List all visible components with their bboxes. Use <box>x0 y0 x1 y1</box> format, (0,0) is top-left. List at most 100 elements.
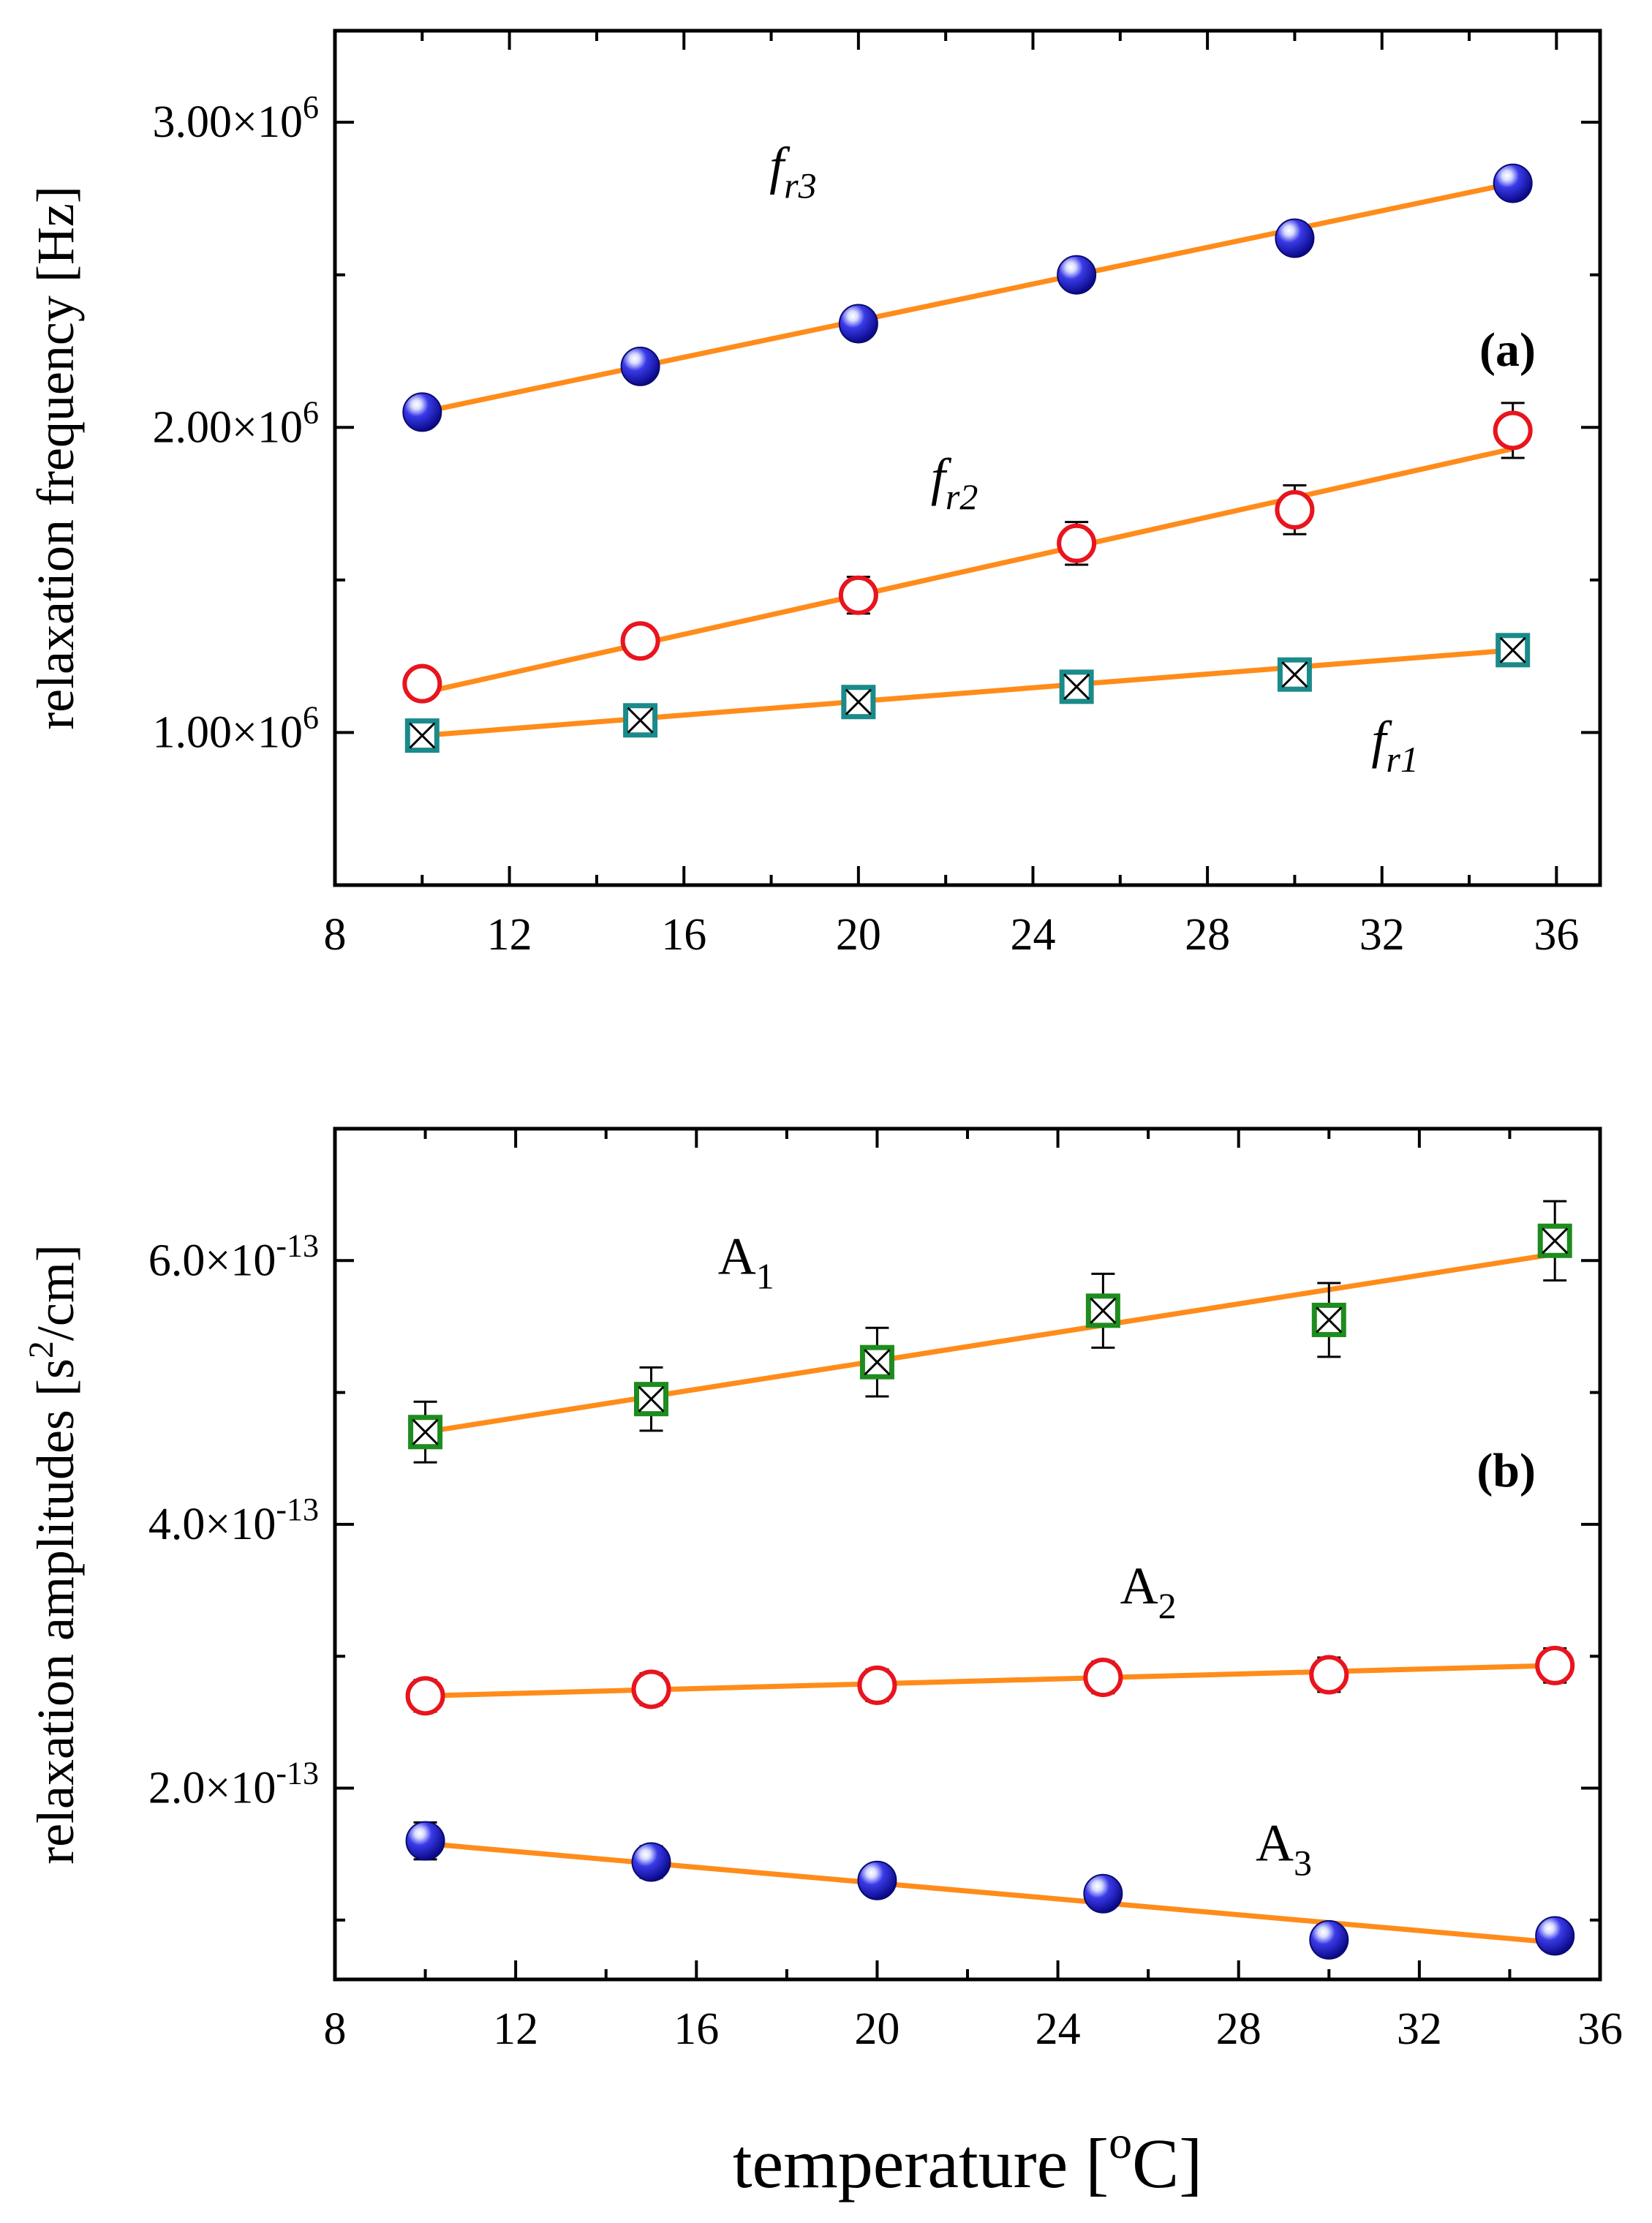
y-tick-times: × <box>232 402 257 452</box>
y-tick-times: × <box>232 707 257 757</box>
panel-b-x-axis-label-text: temperature [ <box>733 2124 1109 2203</box>
y-tick-base: 10 <box>257 402 303 452</box>
series-A3-point <box>1309 1919 1349 1960</box>
series-fr3-point <box>1493 163 1533 203</box>
y-tick-exp: 6 <box>303 394 319 430</box>
panel-b-x-tick-label: 28 <box>1216 2004 1261 2054</box>
series-A2-point <box>405 1676 445 1716</box>
panel-a-x-tick-label: 24 <box>1010 910 1055 960</box>
panel-b-x-tick-label: 12 <box>493 2004 538 2054</box>
series-label-sub: 1 <box>756 1255 774 1296</box>
marker-cross-2 <box>1542 1227 1569 1255</box>
panel-b-y-tick-label: 6.0×10-13 <box>148 1227 319 1285</box>
series-A3-point <box>631 1842 671 1882</box>
panel-b-x-tick-label: 16 <box>674 2004 719 2054</box>
panel-b-y-tick-label: 2.0×10-13 <box>148 1756 319 1813</box>
marker-cross-2 <box>1090 1297 1117 1324</box>
series-A1-fit-line <box>425 1251 1555 1435</box>
y-tick-base: 10 <box>230 1235 276 1285</box>
series-A3-point <box>1535 1916 1575 1956</box>
panel-a-label: (a) <box>1479 323 1536 377</box>
series-A2-fit-line <box>425 1663 1555 1699</box>
series-label-sub: 2 <box>1158 1585 1177 1626</box>
panel-b-label: (b) <box>1476 1444 1536 1497</box>
marker-cross-2 <box>1316 1306 1343 1334</box>
panel-a-frame <box>333 29 1602 887</box>
series-label-sub: r3 <box>784 165 816 206</box>
series-fr1-point <box>623 703 658 738</box>
series-A1-point <box>1085 1293 1120 1328</box>
panel-a-x-tick-label: 32 <box>1359 910 1405 960</box>
marker-cross-2 <box>864 1349 891 1376</box>
series-label-sub: r2 <box>946 476 978 517</box>
panel-a-axes-layer: 8 12 16 20 24 28 32 361.00×1062.00×1063.00×106f… <box>153 31 1600 960</box>
series-fr3-label: fr3 <box>769 137 816 206</box>
series-fr2-point <box>1057 523 1097 563</box>
series-A2-point <box>857 1665 897 1705</box>
series-fr1-label: fr1 <box>1371 710 1418 780</box>
series-A1-point <box>408 1415 443 1450</box>
marker-cross-2 <box>1499 636 1526 663</box>
series-label-sub: r1 <box>1386 739 1418 780</box>
y-tick-base: 10 <box>230 1500 276 1549</box>
y-tick-exp: -13 <box>276 1756 319 1791</box>
marker-cross-2 <box>1063 673 1090 700</box>
series-A2-point <box>1083 1658 1123 1698</box>
marker-cross-2 <box>412 1418 439 1445</box>
panel-a-x-tick-label: 16 <box>661 910 706 960</box>
marker-cross-2 <box>627 707 654 734</box>
series-A1-point <box>1537 1223 1572 1258</box>
series-fr1-point <box>1059 669 1094 704</box>
marker-cross-2 <box>409 722 436 749</box>
series-A2-point <box>1309 1655 1349 1695</box>
panel-b-y-axis-label-sup: 2 <box>22 1341 61 1358</box>
series-fr2-point <box>838 575 878 615</box>
series-fr1-point <box>1496 633 1531 668</box>
panel-b-x-tick-label: 24 <box>1036 2004 1081 2054</box>
series-fr3-point <box>838 304 878 344</box>
series-fr2-fit-line <box>421 446 1514 696</box>
panel-b-x-tick-label: 20 <box>854 2004 899 2054</box>
series-fr3-point <box>402 392 442 432</box>
panel-b-y-axis-label-text: relaxation amplitudes [s <box>26 1358 85 1865</box>
y-tick-exp: 6 <box>303 89 319 125</box>
y-tick-exp: -13 <box>276 1492 319 1527</box>
series-A3-point <box>857 1860 897 1900</box>
y-tick-mantissa: 2.0 <box>148 1764 205 1813</box>
y-tick-times: × <box>205 1235 230 1285</box>
y-tick-mantissa: 6.0 <box>148 1235 205 1285</box>
y-tick-mantissa: 1.00 <box>153 707 233 757</box>
panel-b-x-axis-label: temperature [oC] <box>733 2116 1202 2203</box>
series-A2-point <box>631 1669 671 1709</box>
y-tick-times: × <box>232 97 257 147</box>
series-fr3-point <box>620 346 660 386</box>
panel-a-y-tick-label: 1.00×106 <box>153 699 319 757</box>
series-fr3-point <box>1275 218 1315 258</box>
y-tick-exp: 6 <box>303 699 319 735</box>
y-tick-times: × <box>205 1500 230 1549</box>
series-A1-label: A1 <box>718 1227 774 1296</box>
panel-a-x-tick-label: 8 <box>324 910 347 960</box>
panel-b-axes-layer: 8 12 16 20 24 28 32 362.0×10-134.0×10-136.0×10-… <box>148 1129 1623 2054</box>
series-A3-fit-line <box>425 1840 1555 1945</box>
panel-a-x-tick-label: 20 <box>836 910 881 960</box>
series-A3-point <box>1083 1873 1123 1914</box>
y-tick-base: 10 <box>257 707 303 757</box>
series-A2-point <box>1535 1645 1575 1685</box>
series-A1-point <box>859 1344 894 1380</box>
series-label-sub: 3 <box>1294 1843 1312 1884</box>
series-A2-label: A2 <box>1120 1557 1177 1626</box>
y-tick-exp: -13 <box>276 1227 319 1263</box>
panel-a-y-axis-label: relaxation frequency [Hz] <box>26 186 85 730</box>
series-A3-label: A3 <box>1256 1814 1312 1884</box>
panel-a-y-tick-label: 2.00×106 <box>153 394 319 452</box>
panel-b-y-axis-label: relaxation amplitudes [s2/cm] <box>22 1244 85 1865</box>
series-A3-point <box>405 1821 445 1861</box>
y-tick-base: 10 <box>257 97 303 147</box>
series-fr1-point <box>1277 657 1312 692</box>
series-fr1-fit-line <box>422 647 1513 739</box>
panel-b-x-axis-label-sup: o <box>1109 2116 1132 2168</box>
panel-a-x-tick-label: 28 <box>1185 910 1230 960</box>
series-fr2-point <box>402 663 442 704</box>
chart-panel-b: 8 12 16 20 24 28 32 362.0×10-134.0×10-136.0×10-… <box>22 1126 1623 2203</box>
